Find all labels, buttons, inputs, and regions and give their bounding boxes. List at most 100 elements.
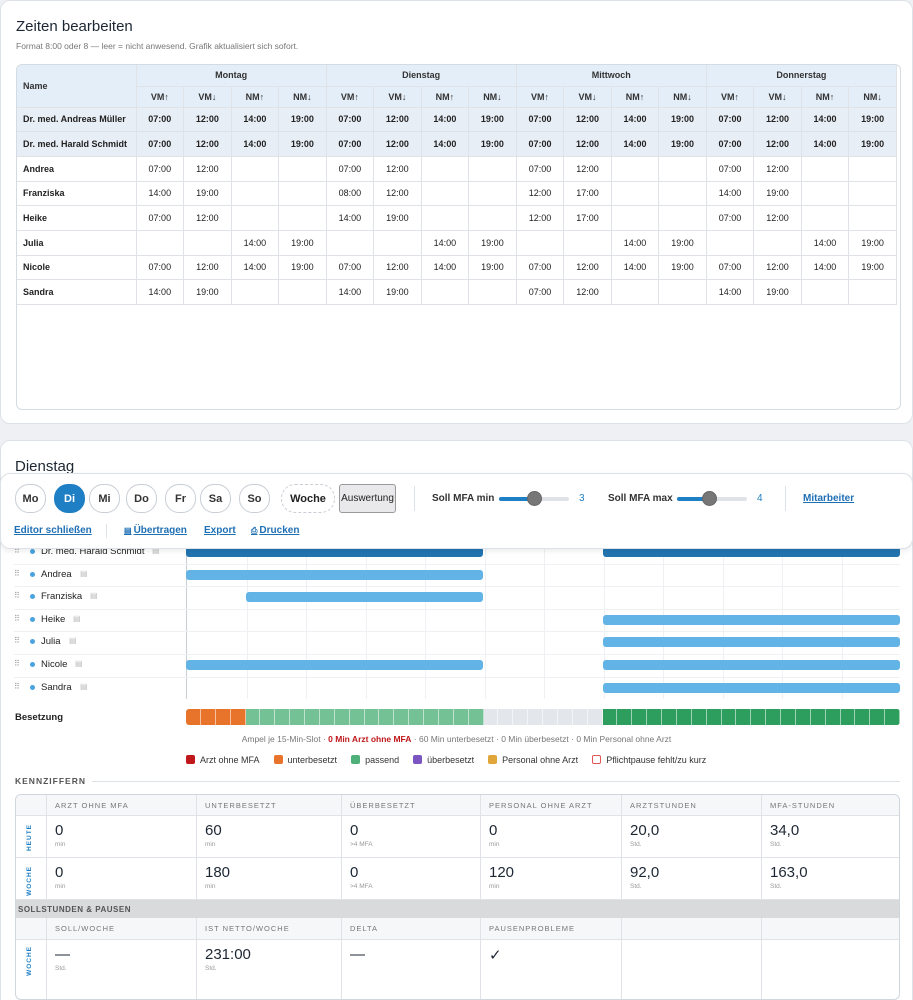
- time-cell[interactable]: 14:00: [611, 107, 660, 133]
- day-button-mi[interactable]: Mi: [89, 484, 120, 513]
- time-cell[interactable]: 07:00: [706, 255, 755, 281]
- time-cell[interactable]: 19:00: [848, 131, 897, 157]
- time-cell[interactable]: [658, 156, 707, 182]
- soll-max-knob[interactable]: [701, 491, 717, 506]
- time-cell[interactable]: 14:00: [611, 230, 660, 256]
- time-cell[interactable]: 19:00: [278, 107, 327, 133]
- time-cell[interactable]: 19:00: [468, 131, 517, 157]
- day-button-di[interactable]: Di: [54, 484, 85, 513]
- soll-min-knob[interactable]: [527, 491, 542, 506]
- time-cell[interactable]: 07:00: [136, 205, 185, 231]
- time-cell[interactable]: 19:00: [468, 107, 517, 133]
- time-cell[interactable]: [848, 156, 897, 182]
- time-cell[interactable]: [468, 181, 517, 207]
- mitarbeiter-link[interactable]: Mitarbeiter: [803, 493, 855, 504]
- time-cell[interactable]: 19:00: [848, 107, 897, 133]
- time-cell[interactable]: 07:00: [516, 279, 565, 305]
- day-button-do[interactable]: Do: [126, 484, 157, 513]
- time-cell[interactable]: 14:00: [801, 107, 850, 133]
- copy-icon[interactable]: ▤: [75, 659, 83, 668]
- time-cell[interactable]: 19:00: [278, 230, 327, 256]
- time-cell[interactable]: 19:00: [183, 181, 232, 207]
- time-cell[interactable]: 12:00: [373, 255, 422, 281]
- gantt-row[interactable]: ⠿ Franziska ▤: [14, 586, 900, 609]
- time-cell[interactable]: [278, 181, 327, 207]
- time-cell[interactable]: 07:00: [136, 156, 185, 182]
- time-cell[interactable]: [658, 205, 707, 231]
- time-cell[interactable]: [231, 205, 280, 231]
- time-cell[interactable]: 14:00: [231, 230, 280, 256]
- time-cell[interactable]: 14:00: [611, 131, 660, 157]
- time-cell[interactable]: 07:00: [136, 107, 185, 133]
- time-cell[interactable]: [421, 156, 470, 182]
- copy-icon[interactable]: ▤: [69, 636, 77, 646]
- copy-icon[interactable]: ▤: [152, 546, 160, 555]
- time-cell[interactable]: [611, 156, 660, 182]
- shift-bar[interactable]: [186, 660, 484, 670]
- time-cell[interactable]: 12:00: [753, 156, 802, 182]
- time-cell[interactable]: 19:00: [658, 230, 707, 256]
- copy-icon[interactable]: ▤: [80, 681, 88, 691]
- time-cell[interactable]: 07:00: [706, 131, 755, 157]
- copy-icon[interactable]: ▤: [90, 591, 98, 601]
- time-cell[interactable]: 17:00: [563, 181, 612, 207]
- time-cell[interactable]: 14:00: [231, 255, 280, 281]
- time-cell[interactable]: 14:00: [326, 205, 375, 231]
- day-button-fr[interactable]: Fr: [165, 484, 196, 513]
- time-cell[interactable]: 17:00: [563, 205, 612, 231]
- time-cell[interactable]: 19:00: [183, 279, 232, 305]
- shift-bar[interactable]: [186, 547, 484, 557]
- time-cell[interactable]: [373, 230, 422, 256]
- drag-handle-icon[interactable]: ⠿: [14, 568, 20, 578]
- time-cell[interactable]: [421, 205, 470, 231]
- copy-icon[interactable]: ▤: [80, 568, 88, 578]
- time-cell[interactable]: 12:00: [373, 181, 422, 207]
- time-cell[interactable]: 14:00: [801, 230, 850, 256]
- time-cell[interactable]: [848, 181, 897, 207]
- time-cell[interactable]: 14:00: [421, 230, 470, 256]
- gantt-row[interactable]: ⠿ Andrea ▤: [14, 564, 900, 587]
- time-cell[interactable]: 19:00: [848, 255, 897, 281]
- time-cell[interactable]: 12:00: [753, 107, 802, 133]
- time-cell[interactable]: 12:00: [183, 107, 232, 133]
- time-cell[interactable]: 12:00: [373, 107, 422, 133]
- time-cell[interactable]: [801, 181, 850, 207]
- time-cell[interactable]: [421, 181, 470, 207]
- time-cell[interactable]: [848, 279, 897, 305]
- time-cell[interactable]: 07:00: [136, 131, 185, 157]
- time-cell[interactable]: [801, 205, 850, 231]
- time-cell[interactable]: 07:00: [326, 156, 375, 182]
- time-cell[interactable]: 12:00: [183, 205, 232, 231]
- time-cell[interactable]: 19:00: [753, 279, 802, 305]
- time-cell[interactable]: [848, 205, 897, 231]
- time-cell[interactable]: 12:00: [563, 107, 612, 133]
- time-cell[interactable]: 12:00: [753, 131, 802, 157]
- time-cell[interactable]: [231, 279, 280, 305]
- time-cell[interactable]: 07:00: [706, 205, 755, 231]
- week-button[interactable]: Woche: [281, 484, 335, 513]
- time-cell[interactable]: 14:00: [421, 255, 470, 281]
- gantt-row[interactable]: ⠿ Heike ▤: [14, 609, 900, 632]
- time-cell[interactable]: 14:00: [231, 131, 280, 157]
- time-cell[interactable]: 14:00: [801, 255, 850, 281]
- gantt-row[interactable]: ⠿ Julia ▤: [14, 631, 900, 654]
- time-cell[interactable]: 12:00: [563, 131, 612, 157]
- day-button-mo[interactable]: Mo: [15, 484, 46, 513]
- shift-bar[interactable]: [186, 569, 484, 580]
- uebertragen-link[interactable]: ▤ Übertragen: [124, 525, 187, 536]
- shift-bar[interactable]: [602, 614, 900, 625]
- time-cell[interactable]: 12:00: [563, 279, 612, 305]
- time-cell[interactable]: 07:00: [136, 255, 185, 281]
- shift-bar[interactable]: [245, 592, 484, 603]
- time-cell[interactable]: 12:00: [183, 131, 232, 157]
- time-cell[interactable]: 19:00: [658, 131, 707, 157]
- gantt-row[interactable]: ⠿ Nicole ▤: [14, 654, 900, 677]
- shift-bar[interactable]: [602, 547, 900, 557]
- time-cell[interactable]: [563, 230, 612, 256]
- export-link[interactable]: Export: [204, 525, 236, 536]
- time-cell[interactable]: 12:00: [516, 205, 565, 231]
- time-cell[interactable]: 12:00: [563, 156, 612, 182]
- time-cell[interactable]: 19:00: [373, 205, 422, 231]
- time-cell[interactable]: 07:00: [516, 156, 565, 182]
- drag-handle-icon[interactable]: ⠿: [14, 681, 20, 691]
